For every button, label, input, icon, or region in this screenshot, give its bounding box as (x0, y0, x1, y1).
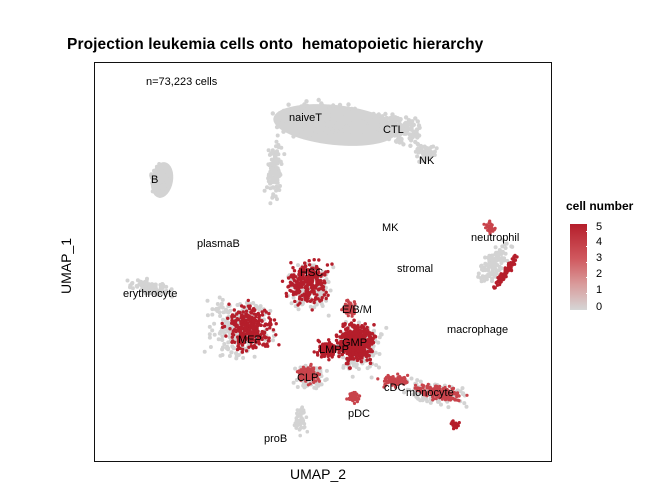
cluster-label-NK: NK (419, 155, 435, 167)
cluster-label-plasmaB: plasmaB (197, 238, 240, 250)
cluster-label-monocyte: monocyte (406, 387, 454, 399)
legend-colorbar (570, 224, 587, 310)
cluster-points-LMPP (312, 338, 340, 362)
cluster-points-NK (413, 143, 439, 164)
cluster-label-pDC: pDC (348, 408, 371, 420)
legend-tick-label: 4 (596, 236, 603, 248)
cluster-points-EBM (340, 298, 357, 318)
cluster-label-proB: proB (264, 433, 288, 445)
cluster-label-LMPP: LMPP (319, 344, 349, 356)
cluster-points-CLP (295, 362, 322, 387)
cluster-label-erythrocyte: erythrocyte (123, 288, 178, 300)
legend-tickmark (586, 277, 590, 278)
cluster-points-erythrocyte (125, 276, 174, 299)
legend-tickmark (586, 262, 590, 263)
chart-title: Projection leukemia cells onto hematopoi… (67, 36, 484, 53)
cluster-points-pDC (345, 390, 362, 405)
legend-tick-label: 1 (596, 284, 603, 296)
cluster-points-B (149, 162, 172, 198)
cluster-points-monocyte (413, 382, 469, 403)
cell-count-annotation: n=73,223 cells (146, 76, 218, 88)
cluster-label-HSC: HSC (300, 267, 324, 279)
legend-tickmark (586, 231, 590, 232)
cluster-points-naiveT (270, 97, 372, 141)
legend-tick-label: 3 (596, 252, 603, 264)
cluster-label-B: B (151, 174, 159, 186)
cluster-points-monocyte-tip (449, 419, 461, 431)
cluster-points-neutrophil-shell (476, 237, 515, 284)
cluster-label-cDC: cDC (384, 382, 406, 394)
cluster-label-macrophage: macrophage (447, 324, 509, 336)
cluster-points-neutrophil (492, 253, 519, 290)
cluster-points-neutrophil-tail (482, 219, 497, 236)
cluster-points-MEP (220, 298, 281, 354)
cluster-label-MEP: MEP (238, 334, 262, 346)
umap-scatter (125, 97, 519, 438)
cluster-points-GMP (334, 318, 378, 370)
legend-tick-label: 5 (596, 221, 603, 233)
cluster-label-CTL: CTL (383, 124, 404, 136)
cluster-label-naiveT: naiveT (289, 112, 323, 124)
cluster-label-EBM: E/B/M (342, 304, 372, 316)
cluster-points-proB (292, 405, 310, 438)
cluster-points-T-stem (262, 133, 287, 206)
x-axis-label: UMAP_2 (290, 466, 347, 482)
cluster-points-cDC (376, 372, 410, 389)
legend-tickmark (586, 293, 590, 294)
legend-tick-label: 2 (596, 268, 603, 280)
legend-tick-label: 0 (596, 301, 603, 313)
legend-title: cell number (566, 199, 634, 213)
cluster-label-GMP: GMP (342, 337, 368, 349)
legend-tickmark (586, 246, 590, 247)
cluster-label-stromal: stromal (397, 263, 434, 275)
umap-plot-panel: n=73,223 cells naiveT CTL NK B MK neutro… (94, 62, 552, 462)
cluster-points-HSC (280, 258, 334, 312)
cluster-points-CTL (360, 111, 422, 148)
cluster-label-neutrophil: neutrophil (471, 232, 520, 244)
cluster-label-MK: MK (382, 222, 399, 234)
cluster-label-CLP: CLP (297, 372, 319, 384)
y-axis-label: UMAP_1 (58, 237, 74, 295)
